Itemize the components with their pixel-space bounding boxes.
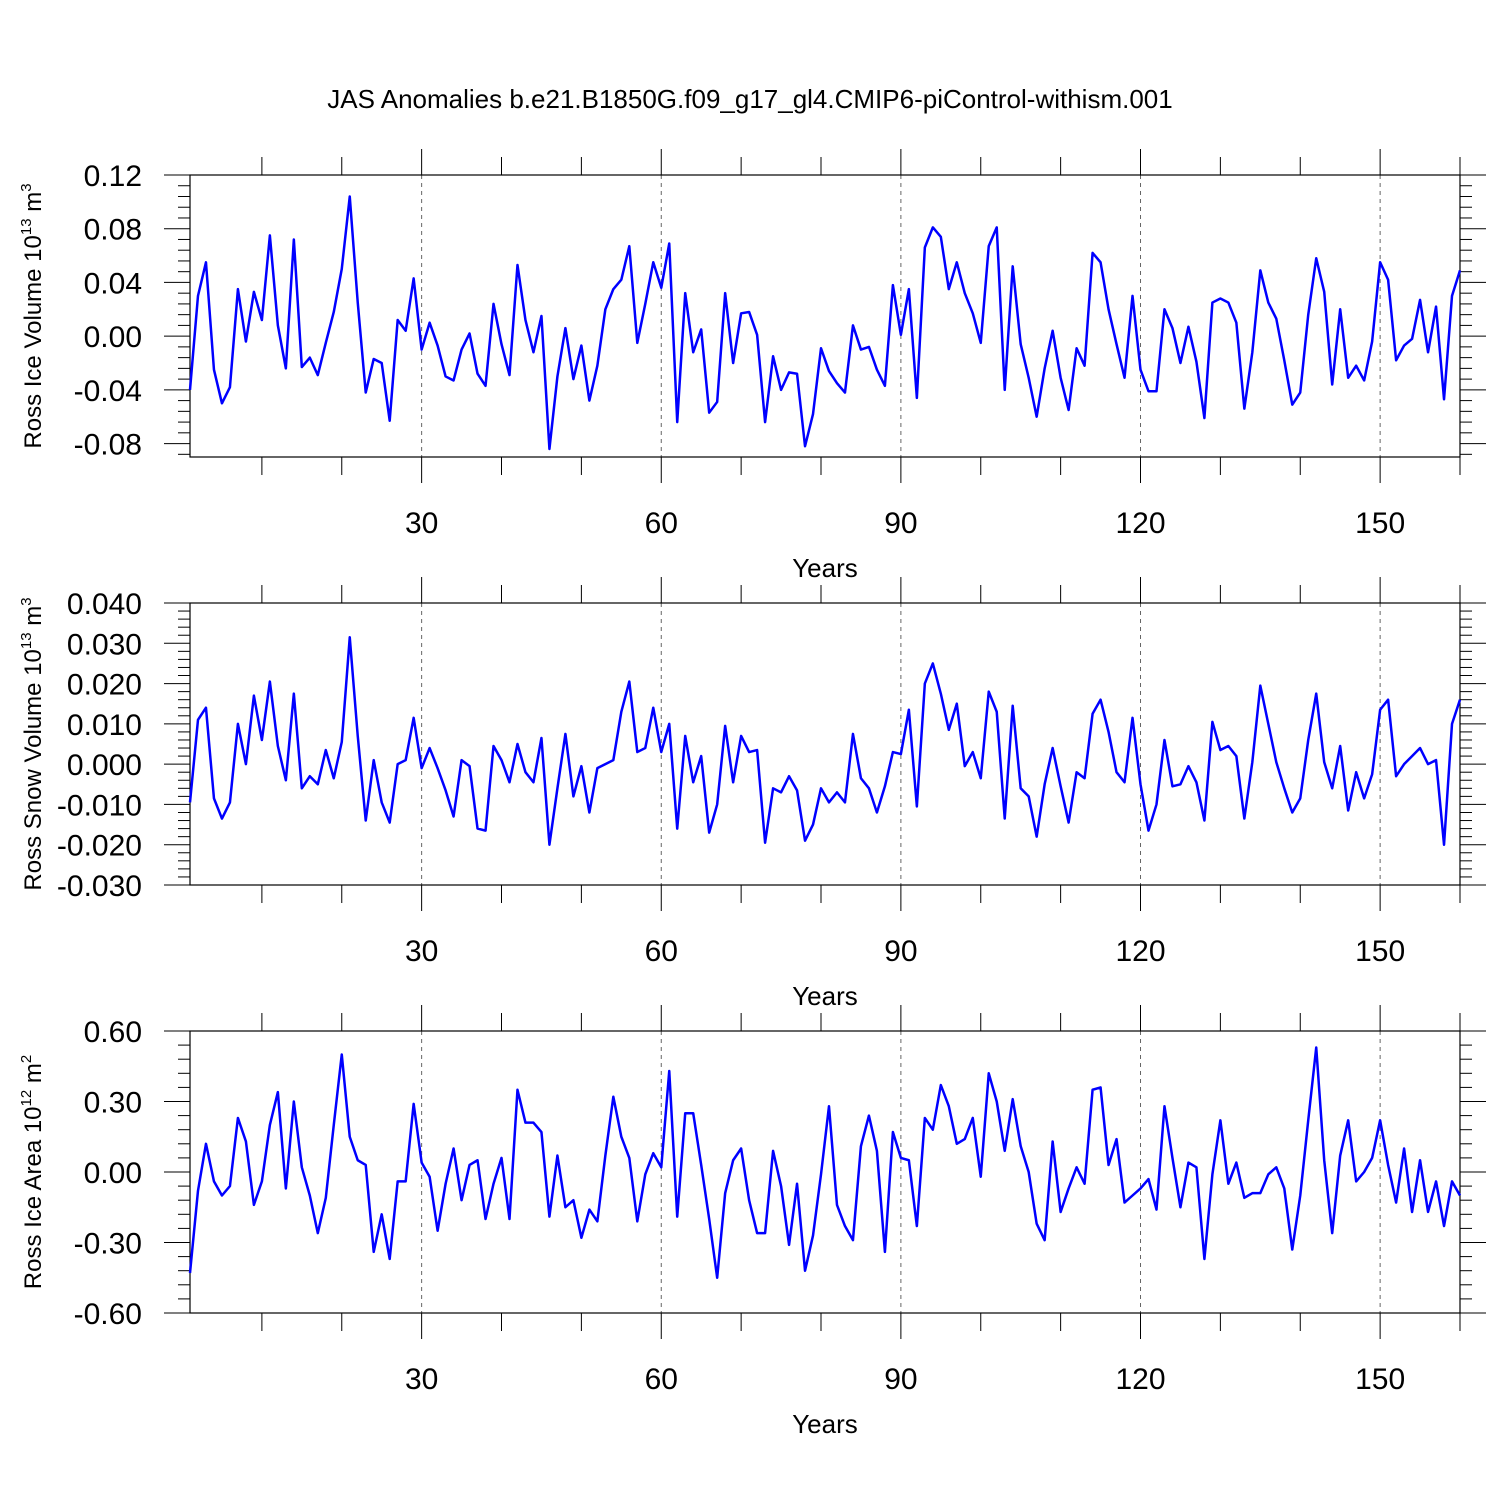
x-tick-label: 30: [405, 1363, 438, 1396]
y-tick-label: 0.04: [84, 267, 142, 300]
y-tick-label: 0.020: [67, 669, 142, 702]
x-tick-label: 150: [1355, 507, 1405, 540]
x-tick-label: 120: [1115, 507, 1165, 540]
y-axis-label-exponent: 13: [18, 218, 35, 235]
y-axis-label-unit: m: [20, 606, 47, 633]
panel-1: -0.08 -0.04 0.00 0.04 0.08 0.12 30 60 90 120 150 Ye…: [18, 149, 1486, 583]
x-tick-label: 150: [1355, 935, 1405, 968]
y-tick-label: 0.010: [67, 709, 142, 742]
y-tick-label: 0.60: [84, 1016, 142, 1049]
y-axis-label-exponent: 13: [18, 632, 35, 649]
y-tick-label: 0.00: [84, 321, 142, 354]
y-tick-label: 0.000: [67, 749, 142, 782]
y-tick-label: -0.04: [74, 375, 142, 408]
y-tick-label: -0.010: [57, 789, 142, 822]
y-tick-label: -0.30: [74, 1228, 142, 1261]
y-axis-label-text: Ross Ice Volume 10: [20, 235, 47, 448]
chart-title: JAS Anomalies b.e21.B1850G.f09_g17_gl4.C…: [327, 84, 1173, 114]
series-line: [188, 635, 1462, 846]
plot-frame: [189, 602, 1461, 886]
x-tick-label: 60: [645, 935, 678, 968]
y-tick-label: -0.020: [57, 830, 142, 863]
x-tick-label: 90: [884, 935, 917, 968]
y-axis-label-unit-exponent: 2: [18, 1055, 35, 1063]
series-line: [188, 1046, 1462, 1279]
x-tick-label: 120: [1115, 1363, 1165, 1396]
x-tick-label: 90: [884, 507, 917, 540]
panel-3: -0.60 -0.30 0.00 0.30 0.60 30 60 90 120 150 Years R…: [18, 1005, 1486, 1439]
y-tick-label: 0.30: [84, 1087, 142, 1120]
y-axis-label-unit-exponent: 3: [18, 183, 35, 191]
x-axis-label: Years: [792, 1409, 858, 1439]
y-axis-label-unit: m: [20, 1063, 47, 1090]
y-axis-label-text: Ross Ice Area 10: [20, 1106, 47, 1289]
y-tick-label: 0.12: [84, 160, 142, 193]
x-tick-label: 90: [884, 1363, 917, 1396]
x-axis-label: Years: [792, 981, 858, 1011]
series-line: [188, 195, 1462, 451]
y-axis-label-text: Ross Snow Volume 10: [20, 649, 47, 890]
y-tick-label: 0.00: [84, 1157, 142, 1190]
y-tick-label: 0.040: [67, 588, 142, 621]
y-tick-label: 0.030: [67, 628, 142, 661]
y-tick-label: 0.08: [84, 214, 142, 247]
y-axis-label-exponent: 12: [18, 1090, 35, 1107]
x-tick-label: 60: [645, 1363, 678, 1396]
plot-frame: [189, 174, 1461, 458]
y-axis-label-unit: m: [20, 192, 47, 219]
y-tick-label: -0.08: [74, 429, 142, 462]
y-tick-label: -0.60: [74, 1298, 142, 1331]
x-tick-label: 30: [405, 935, 438, 968]
y-axis-label: Ross Snow Volume 1013 m3: [18, 597, 47, 890]
x-tick-label: 30: [405, 507, 438, 540]
y-tick-label: -0.030: [57, 870, 142, 903]
x-axis-label: Years: [792, 553, 858, 583]
x-tick-label: 120: [1115, 935, 1165, 968]
y-axis-label: Ross Ice Area 1012 m2: [18, 1055, 47, 1289]
y-axis-label: Ross Ice Volume 1013 m3: [18, 183, 47, 448]
x-tick-label: 150: [1355, 1363, 1405, 1396]
x-tick-label: 60: [645, 507, 678, 540]
panel-2: -0.030 -0.020 -0.010 0.000 0.010 0.020 0.030 0.…: [18, 577, 1486, 1011]
y-axis-label-unit-exponent: 3: [18, 597, 35, 605]
